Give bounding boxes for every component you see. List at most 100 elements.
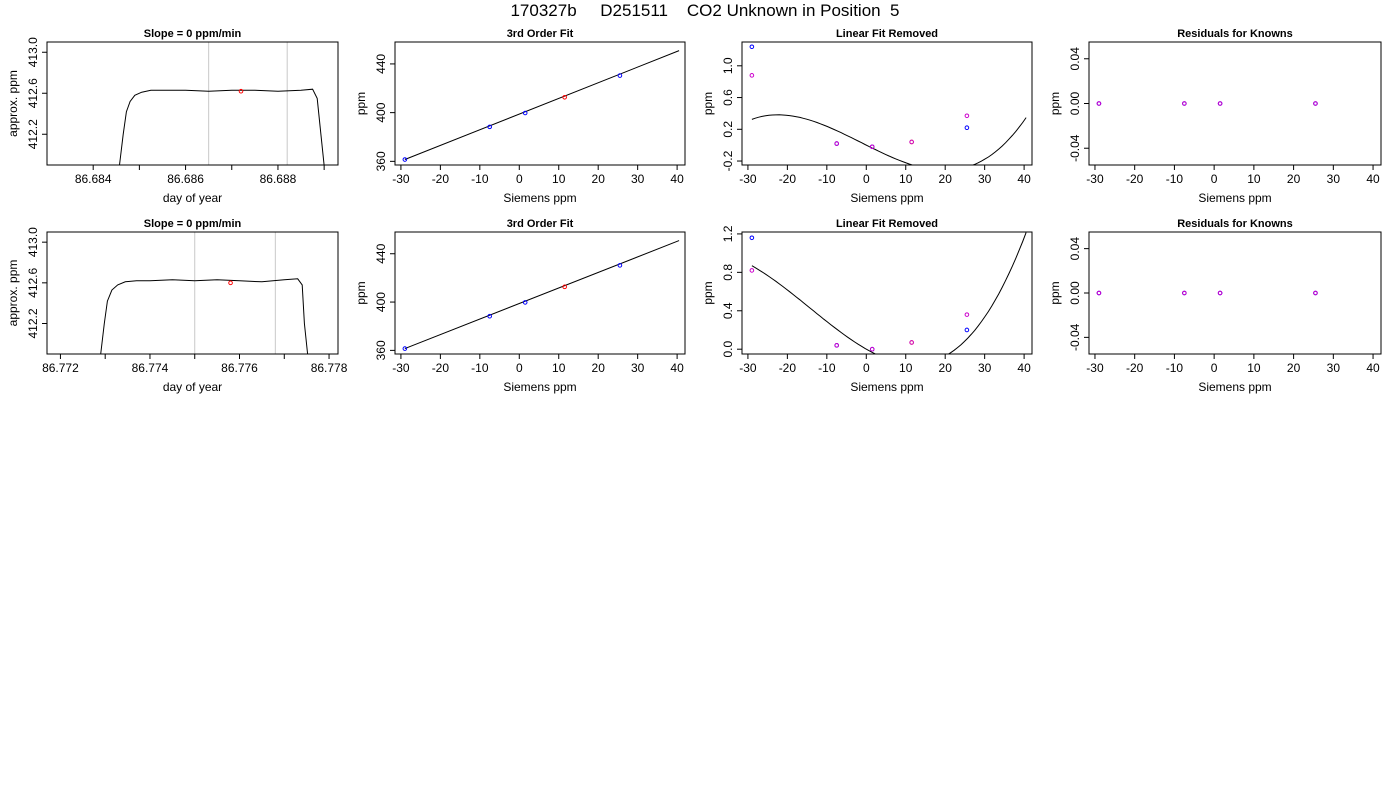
y-axis-label: ppm: [354, 92, 368, 115]
x-tick-label: 40: [670, 361, 684, 375]
x-tick-label: -20: [779, 172, 797, 186]
x-tick-label: 0: [1211, 172, 1218, 186]
y-tick-label: 412.2: [26, 308, 40, 338]
chart-title: Linear Fit Removed: [836, 28, 938, 40]
y-tick-label: 0.2: [721, 121, 735, 138]
x-tick-label: -20: [779, 361, 797, 375]
fit-line: [404, 240, 680, 350]
y-tick-label: -0.2: [721, 150, 735, 171]
fit-curve: [751, 114, 1027, 165]
y-tick-label: 412.6: [26, 78, 40, 108]
x-tick-label: 30: [631, 172, 645, 186]
plot-area: [402, 50, 680, 162]
chart-panel: -30 -20 -10 0 10 20 30 40 360 400 440 3rd Order Fit…: [354, 28, 686, 205]
data-point: [562, 284, 567, 290]
data-point: [522, 300, 528, 305]
x-tick-label: 0: [1211, 361, 1218, 375]
data-point: [522, 110, 528, 116]
data-point: [1217, 290, 1223, 296]
page-title: 170327b D251511 CO2 Unknown in Position …: [510, 1, 900, 20]
x-tick-label: 20: [939, 361, 953, 375]
x-tick-label: 86.774: [132, 361, 169, 375]
x-tick-label: 10: [1247, 361, 1261, 375]
chart-panel: -30 -20 -10 0 10 20 30 40 360 400 440 3rd Order Fit…: [354, 218, 686, 394]
plot-area: [119, 42, 325, 165]
data-point: [834, 141, 839, 146]
data-point: [487, 124, 492, 130]
x-tick-label: 40: [670, 172, 684, 186]
data-point: [228, 280, 233, 286]
data-point: [1096, 290, 1102, 296]
data-point: [909, 340, 914, 345]
x-axis-label: Siemens ppm: [850, 380, 923, 394]
x-tick-label: 86.776: [221, 361, 258, 375]
y-tick-label: 413.0: [26, 227, 40, 257]
x-tick-label: 30: [978, 172, 992, 186]
y-axis-label: ppm: [701, 281, 715, 304]
x-tick-label: -30: [392, 172, 410, 186]
chart-title: Linear Fit Removed: [836, 218, 938, 230]
plot-area: [749, 232, 1027, 354]
x-tick-label: 0: [516, 172, 523, 186]
y-tick-label: 0.00: [1068, 91, 1082, 115]
data-point: [964, 312, 970, 317]
x-tick-label: 20: [592, 172, 606, 186]
plot-frame: [394, 231, 686, 355]
x-tick-label: 20: [1287, 172, 1301, 186]
y-tick-label: 412.2: [26, 119, 40, 149]
x-tick-label: 30: [1327, 361, 1341, 375]
y-tick-label: 360: [374, 340, 388, 360]
plot-frame: [741, 231, 1033, 355]
data-point: [834, 343, 839, 348]
x-tick-label: -10: [1166, 172, 1184, 186]
x-tick-label: 0: [863, 172, 870, 186]
x-tick-label: 86.686: [167, 172, 204, 186]
data-point: [749, 268, 755, 273]
x-tick-label: 20: [592, 361, 606, 375]
x-tick-label: 40: [1366, 361, 1380, 375]
data-point: [1313, 101, 1318, 106]
x-tick-label: 10: [899, 361, 913, 375]
x-tick-label: -30: [392, 361, 410, 375]
x-tick-label: 20: [1287, 361, 1301, 375]
data-point: [869, 144, 875, 150]
y-tick-label: 412.6: [26, 267, 40, 297]
data-point: [964, 327, 970, 333]
x-tick-label: -20: [1126, 172, 1144, 186]
data-point: [1182, 101, 1187, 106]
chart-panel: -30 -20 -10 0 10 20 30 40 -0.04 0.00 0.04 Residuals…: [1048, 28, 1382, 205]
x-tick-label: 20: [939, 172, 953, 186]
data-point: [617, 263, 623, 268]
y-axis-label: approx. ppm: [6, 260, 20, 327]
x-axis-label: Siemens ppm: [503, 191, 576, 205]
data-point: [238, 88, 244, 94]
y-tick-label: 440: [374, 243, 388, 263]
x-axis-label: Siemens ppm: [1198, 191, 1271, 205]
plot-area: [1096, 290, 1318, 296]
x-tick-label: 40: [1017, 361, 1031, 375]
x-tick-label: -10: [818, 172, 836, 186]
x-tick-label: 10: [552, 361, 566, 375]
chart-title: Slope = 0 ppm/min: [144, 28, 242, 40]
x-tick-label: 30: [978, 361, 992, 375]
chart-title: Residuals for Knowns: [1177, 28, 1293, 40]
x-axis-label: Siemens ppm: [850, 191, 923, 205]
y-tick-label: 0.8: [721, 264, 735, 281]
x-tick-label: 86.684: [75, 172, 112, 186]
y-tick-label: 440: [374, 54, 388, 74]
x-tick-label: 40: [1017, 172, 1031, 186]
y-tick-label: 0.6: [721, 89, 735, 106]
y-tick-label: -0.04: [1068, 323, 1082, 351]
x-tick-label: -10: [1166, 361, 1184, 375]
x-axis-label: Siemens ppm: [503, 380, 576, 394]
x-tick-label: 10: [899, 172, 913, 186]
y-tick-label: -0.04: [1068, 134, 1082, 162]
x-tick-label: 0: [863, 361, 870, 375]
data-point: [964, 125, 970, 131]
chart-title: 3rd Order Fit: [507, 28, 574, 40]
y-tick-label: 1.0: [721, 57, 735, 74]
data-point: [1096, 101, 1102, 106]
x-axis-label: day of year: [163, 191, 222, 205]
plot-frame: [46, 41, 339, 166]
x-tick-label: -20: [1126, 361, 1144, 375]
